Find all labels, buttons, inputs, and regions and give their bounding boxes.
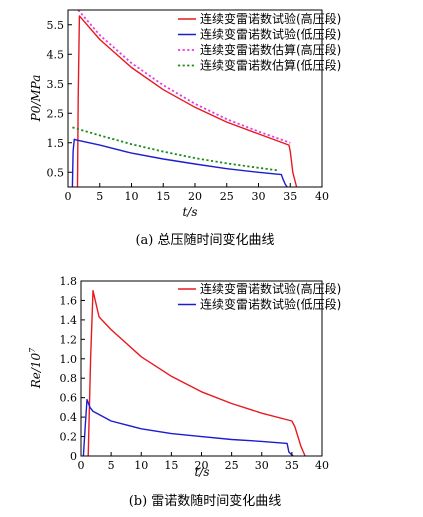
chart-a-legend-entry: 连续变雷诺数试验(高压段): [200, 11, 341, 26]
chart-a-series-line-2: [71, 138, 288, 188]
chart-a-x-ticks: 0 5 10 15 20 25 30 35 40: [65, 183, 329, 203]
chart-b-x-tick-label: 5: [108, 459, 115, 472]
chart-b-legend-entry: 连续变雷诺数试验(低压段): [200, 297, 341, 312]
chart-a-legend-entry: 连续变雷诺数估算(高压段): [200, 42, 341, 57]
chart-b-y-tick-label: 1.4: [60, 314, 78, 327]
chart-b-x-tick-label: 0: [78, 459, 85, 472]
chart-a-y-tick-label: 0.5: [47, 166, 65, 179]
chart-b-caption: (b) 雷诺数随时间变化曲线: [129, 493, 282, 509]
chart-a-series-line-4: [72, 126, 279, 172]
chart-a-y-tick-label: 2.5: [47, 107, 65, 120]
chart-b-y-tick-label: 1.0: [60, 353, 78, 366]
chart-b-y-tick-label: 0.2: [60, 431, 78, 444]
chart-b-x-tick-label: 20: [195, 459, 209, 472]
chart-a-x-tick-label: 25: [220, 190, 234, 203]
chart-b-x-tick-label: 35: [285, 459, 299, 472]
chart-a-y-tick-label: 3.5: [47, 78, 65, 91]
chart-a: 0 5 10 15 20 25 30 35 40 0.51.52.53.54.55.5 t/s …: [29, 9, 341, 248]
chart-a-legend-entry: 连续变雷诺数估算(低压段): [200, 58, 341, 73]
chart-a-x-tick-label: 20: [188, 190, 202, 203]
chart-a-y-ticks: 0.5 1.5 2.5 3.5 4.5 5.5: [47, 19, 72, 179]
chart-a-x-tick-label: 15: [156, 190, 170, 203]
chart-b-y-tick-label: 0.4: [60, 411, 78, 424]
chart-a-y-tick-label: 4.5: [47, 48, 65, 61]
chart-b-y-tick-label: 1.8: [60, 275, 78, 288]
chart-b-series: [82, 290, 306, 457]
chart-a-caption: (a) 总压随时间变化曲线: [135, 232, 274, 248]
chart-b-x-axis-label: t/s: [194, 465, 209, 479]
chart-b-y-axis-label: Re/107: [28, 347, 43, 389]
chart-b-y-tick-label: 0: [70, 450, 77, 463]
chart-b-y-tick-label: 0.6: [60, 392, 78, 405]
chart-a-x-tick-label: 10: [125, 190, 139, 203]
chart-b-series-line-2: [82, 398, 294, 457]
chart-b-y-tick-label: 1.6: [60, 294, 78, 307]
chart-b-x-ticks: 0 5 10 15 20 25 30 35 40: [78, 452, 329, 472]
chart-a-legend: 连续变雷诺数试验(高压段)连续变雷诺数试验(低压段)连续变雷诺数估算(高压段)连…: [178, 11, 341, 73]
chart-b-series-line-1: [87, 290, 306, 457]
chart-b-legend: 连续变雷诺数试验(高压段)连续变雷诺数试验(低压段): [178, 281, 341, 312]
chart-b-y-ticks: 0 0.2 0.4 0.6 0.8 1.0 1.2 1.4 1.6 1.8: [60, 275, 85, 463]
chart-a-y-tick-label: 5.5: [47, 19, 65, 32]
chart-b-legend-entry: 连续变雷诺数试验(高压段): [200, 281, 341, 296]
chart-a-y-tick-label: 1.5: [47, 137, 65, 150]
chart-a-legend-entry: 连续变雷诺数试验(低压段): [200, 27, 341, 42]
chart-a-x-tick-label: 30: [252, 190, 266, 203]
chart-a-x-tick-label: 40: [315, 190, 329, 203]
chart-b-x-tick-label: 25: [225, 459, 239, 472]
chart-b-x-tick-label: 30: [255, 459, 269, 472]
chart-a-x-tick-label: 0: [65, 190, 72, 203]
chart-b-x-tick-label: 10: [134, 459, 148, 472]
chart-b-y-tick-label: 1.2: [60, 333, 78, 346]
chart-b-y-tick-label: 0.8: [60, 372, 78, 385]
chart-b: 0 5 10 15 20 25 30 35 40 0 0.2 0.4 0.6 0.8 1.0 1.2 1.4 1…: [28, 275, 341, 509]
chart-b-x-tick-label: 15: [164, 459, 178, 472]
chart-a-series-line-1: [76, 15, 298, 188]
chart-a-y-axis-label: P0/MPa: [29, 75, 43, 123]
chart-a-x-axis-label: t/s: [182, 205, 197, 219]
chart-a-x-tick-label: 35: [283, 190, 297, 203]
chart-a-series: [71, 9, 298, 188]
chart-b-x-tick-label: 40: [315, 459, 329, 472]
chart-a-x-tick-label: 5: [96, 190, 103, 203]
